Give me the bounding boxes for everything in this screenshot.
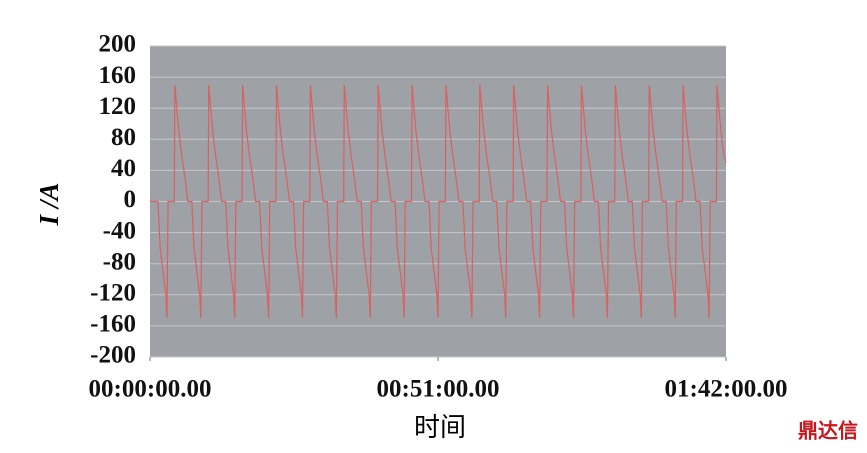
- y-tick-label: 0: [124, 186, 137, 213]
- y-tick-label: -120: [90, 280, 136, 307]
- y-tick-label: 200: [99, 31, 137, 58]
- y-axis-label: I /A: [34, 183, 64, 227]
- data-line: [150, 84, 727, 319]
- y-tick-label: -40: [103, 217, 136, 244]
- x-tick-label: 00:51:00.00: [377, 376, 500, 403]
- y-tick-label: -80: [103, 248, 136, 275]
- y-tick-label: -160: [90, 311, 136, 338]
- y-tick-label: 80: [111, 124, 136, 151]
- y-tick-label: 40: [111, 155, 136, 182]
- watermark: 鼎达信: [798, 419, 858, 443]
- y-tick-label: 160: [99, 62, 137, 89]
- x-axis-label: 时间: [414, 413, 466, 442]
- x-tick-label: 00:00:00.00: [89, 376, 212, 403]
- x-tick-label: 01:42:00.00: [665, 376, 788, 403]
- y-tick-label: -200: [90, 342, 136, 369]
- y-tick-label: 120: [99, 93, 137, 120]
